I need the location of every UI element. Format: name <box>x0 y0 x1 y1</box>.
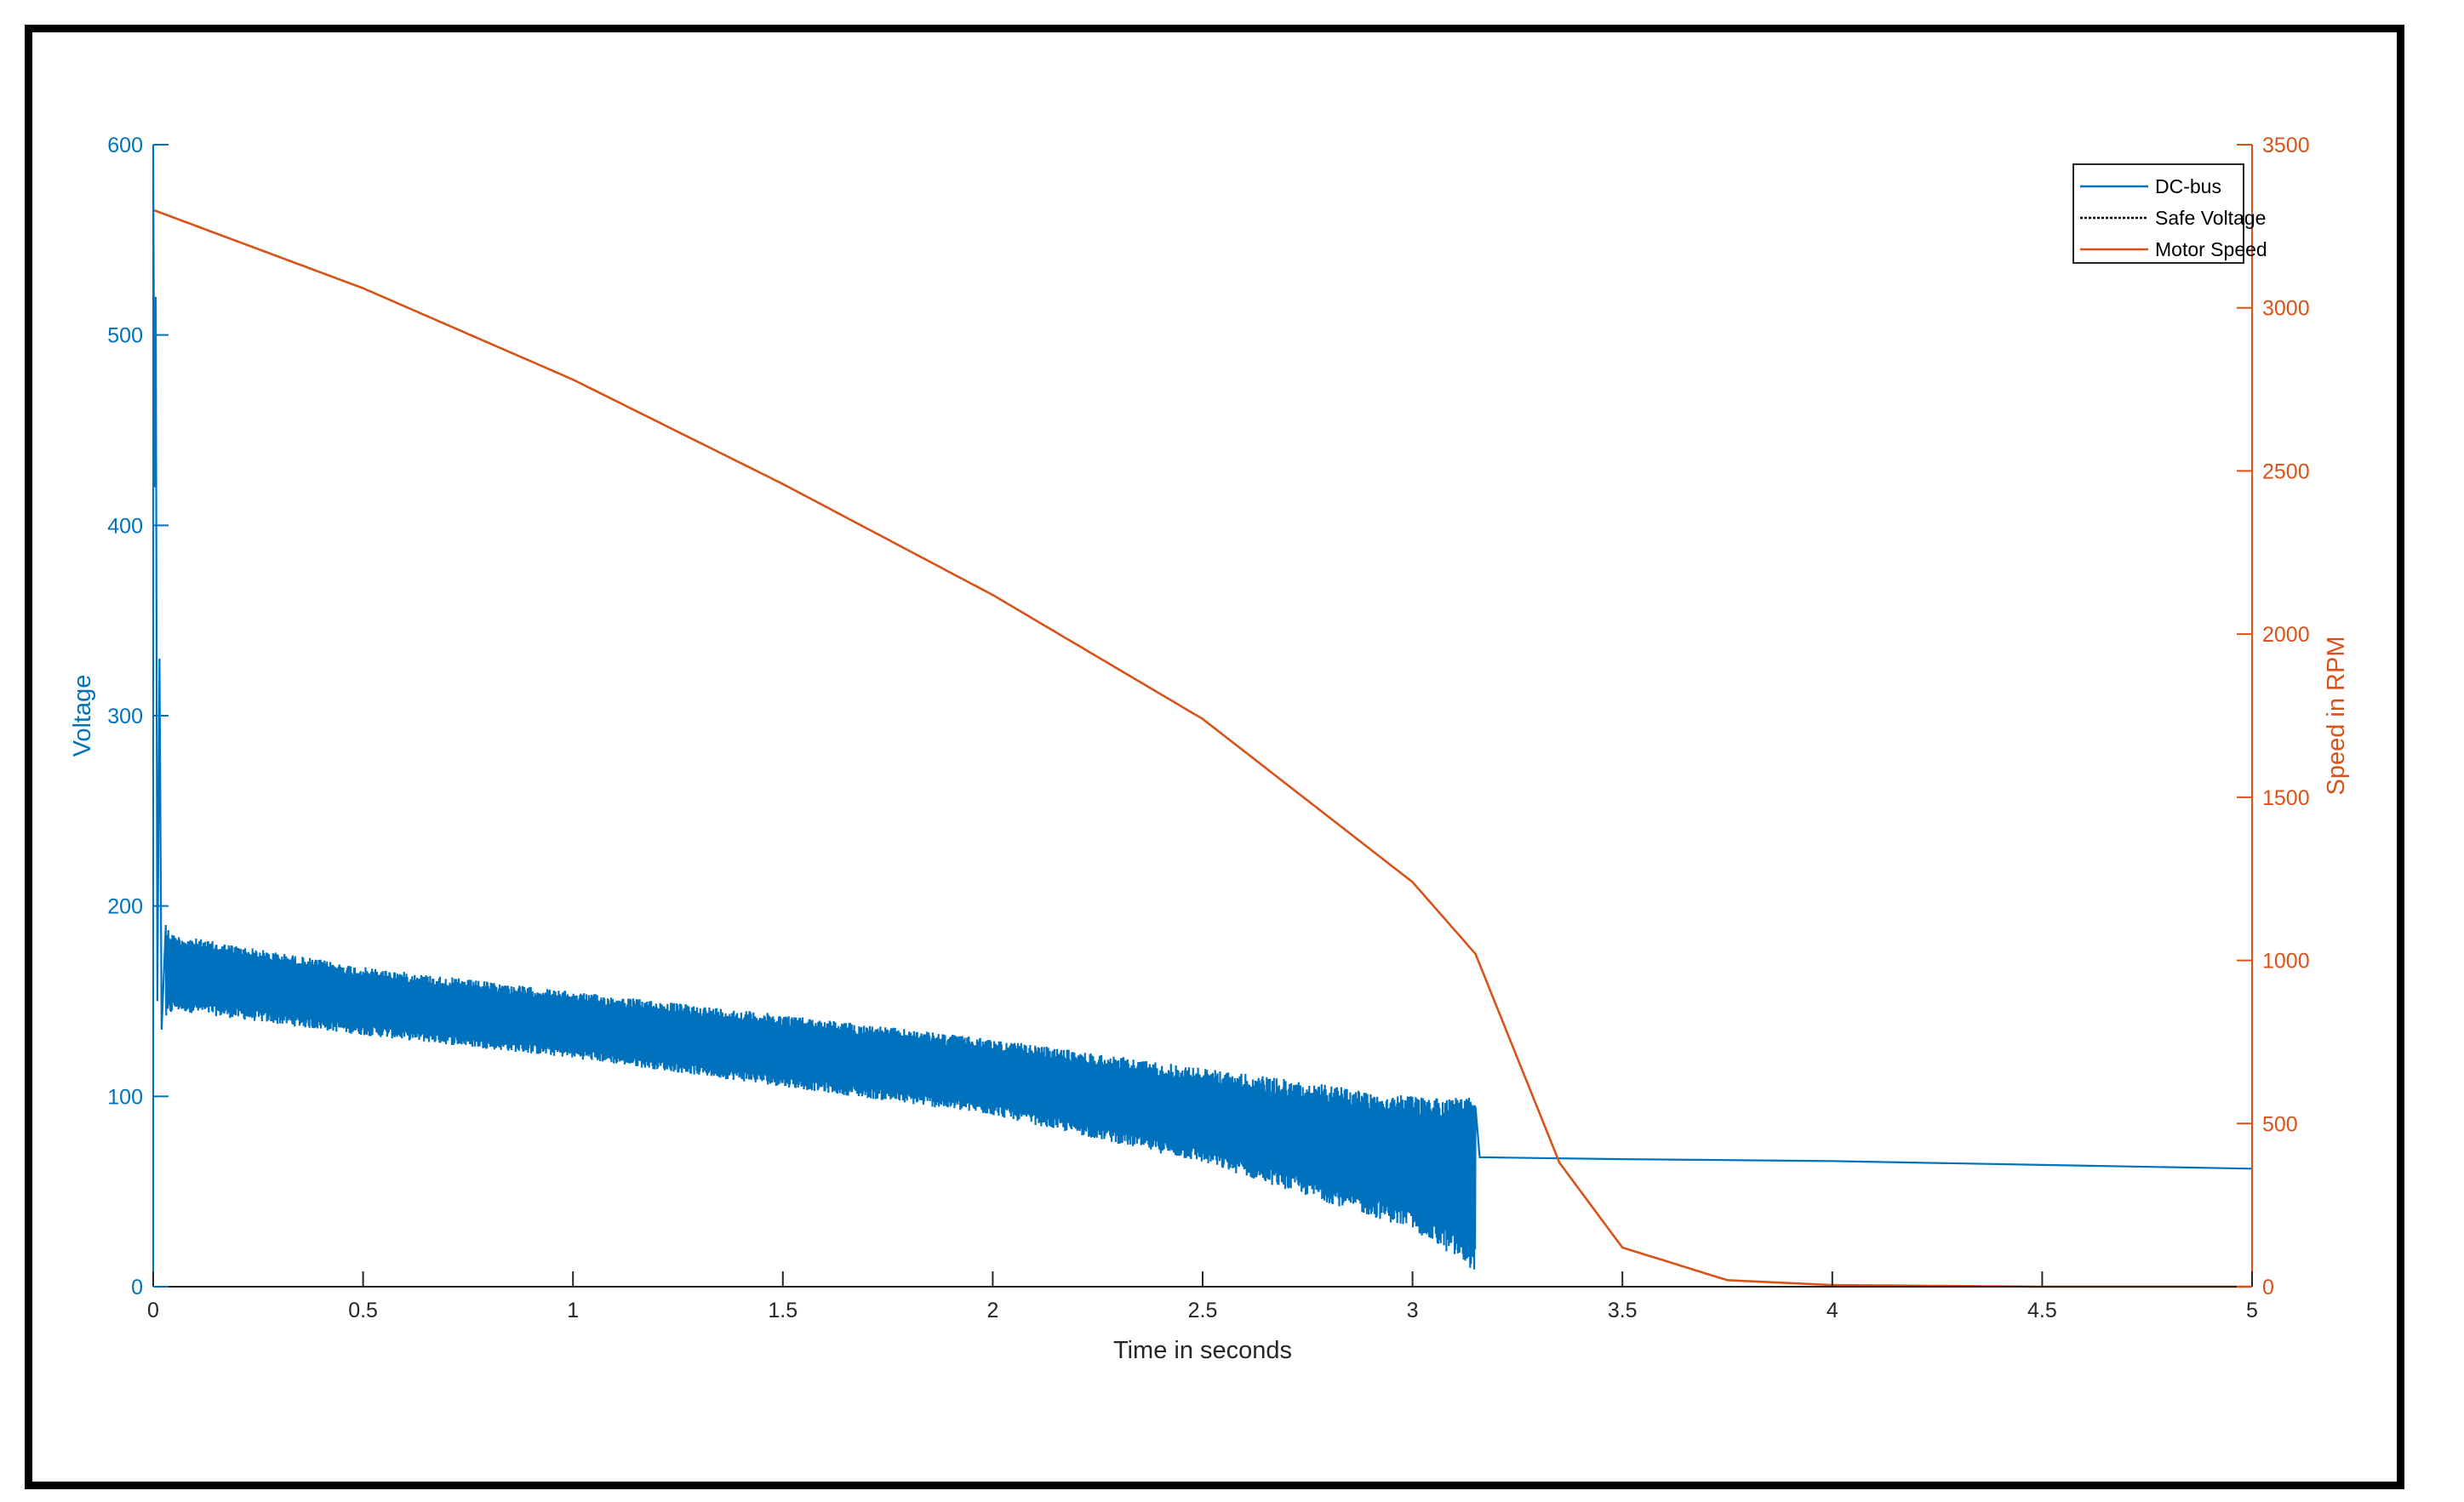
y-right-tick-label: 500 <box>2262 1112 2298 1136</box>
x-tick-label: 1.5 <box>768 1299 798 1322</box>
y-left-tick-label: 200 <box>107 895 143 919</box>
y-right-tick-label: 3000 <box>2262 297 2310 321</box>
y-right-tick-label: 2000 <box>2262 623 2310 647</box>
y-right-tick-label: 1000 <box>2262 950 2310 974</box>
x-axis-title: Time in seconds <box>1113 1337 1292 1364</box>
legend-label: Motor Speed <box>2155 238 2267 260</box>
x-tick-label: 3.5 <box>1608 1299 1638 1322</box>
y-left-tick-label: 300 <box>107 705 143 728</box>
chart: 0 0.5 1 1.5 2 2.5 3 3.5 4 4.5 50100200300400500600… <box>69 134 2350 1364</box>
y-left-tick-label: 600 <box>107 134 143 157</box>
x-tick-label: 1 <box>567 1299 579 1322</box>
y-left-tick-label: 100 <box>107 1085 143 1109</box>
y-left-tick-label: 500 <box>107 324 143 348</box>
x-tick-label: 4 <box>1827 1299 1838 1322</box>
x-tick-label: 4.5 <box>2027 1299 2057 1322</box>
series-line-dc-bus <box>151 144 2253 1270</box>
legend-box <box>2072 163 2244 264</box>
y-right-tick-label: 2500 <box>2262 460 2310 483</box>
y-right-tick-label: 0 <box>2262 1276 2274 1299</box>
plot-area <box>151 144 2253 1288</box>
axes: 0 0.5 1 1.5 2 2.5 3 3.5 4 4.5 50100200300400500600… <box>69 134 2350 1364</box>
y-left-axis-title: Voltage <box>69 675 96 757</box>
y-left-tick-label: 0 <box>131 1276 143 1299</box>
x-tick-label: 2.5 <box>1188 1299 1218 1322</box>
legend: DC-bus Safe Voltage Motor Speed <box>2072 163 2267 264</box>
x-tick-label: 0 <box>147 1299 159 1322</box>
x-tick-label: 0.5 <box>348 1299 378 1322</box>
x-tick-label: 5 <box>2246 1299 2258 1322</box>
x-tick-label: 2 <box>986 1299 998 1322</box>
y-right-tick-label: 1500 <box>2262 786 2310 810</box>
legend-label: Safe Voltage <box>2155 207 2266 229</box>
y-left-tick-label: 400 <box>107 514 143 538</box>
y-right-tick-label: 3500 <box>2262 134 2310 157</box>
figure-frame: 0 0.5 1 1.5 2 2.5 3 3.5 4 4.5 5 0 100 200 300 400 500 600… <box>25 25 2404 1489</box>
y-right-axis-title: Speed in RPM <box>2323 637 2350 796</box>
legend-label: DC-bus <box>2155 175 2221 197</box>
series-line-motor-speed <box>152 208 2252 1288</box>
x-tick-label: 3 <box>1407 1299 1419 1322</box>
